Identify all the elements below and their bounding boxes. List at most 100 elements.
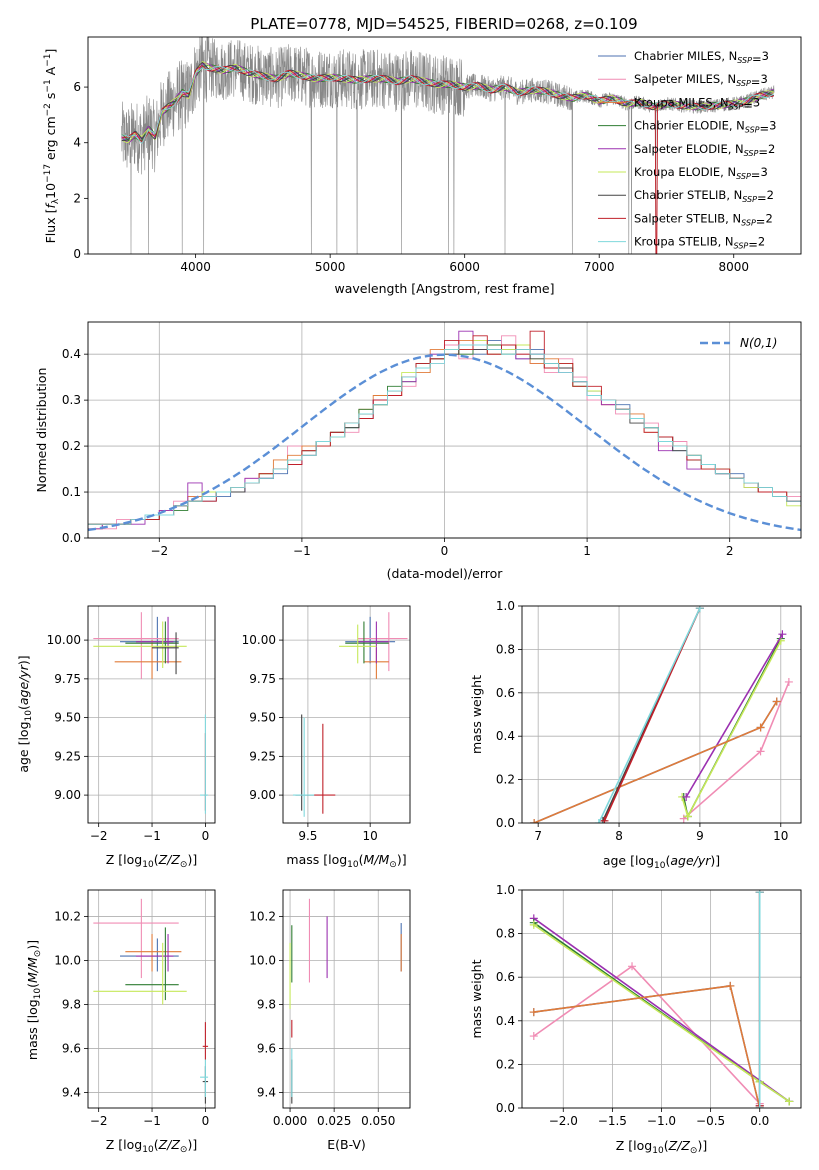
y-tick-label: 1.0 [496,883,515,897]
plot-area-mass_age [292,612,408,817]
axes-frame [521,605,802,824]
legend-nssp-subscript: SSP [734,242,749,251]
label-part: ⊙ [180,860,188,870]
histogram-kr_miles [88,339,801,530]
label-part: ⊙ [180,1145,188,1155]
weight-line-kr_elodie [681,640,782,819]
legend-n-prefix: , N [729,119,745,133]
y-tick-label: 0.0 [62,531,81,545]
legend-entry-ch_elodie: Chabrier ELODIE, NSSP=3 [634,119,776,136]
x-tick-label: 5000 [315,260,346,274]
label-part: erg cm [43,116,58,164]
axes-z_weight: −2.0 −1.5 −1.0 −0.5 0.0 0.0 0.2 0.4 0.6 0.8 1.0 Z [… [469,883,802,1156]
label-part: )] [187,1137,197,1152]
label-part: Z/Z [158,1137,181,1152]
legend-entry-sa_stelib: Salpeter STELIB, NSSP=2 [634,211,773,228]
y-tick-label: 0.0 [496,816,515,830]
x-axis-label: Z [log10(Z/Z⊙)] [106,1137,197,1155]
plot-area-z_mass [93,898,209,1104]
x-axis-label: (data-model)/error [387,566,504,581]
y-axis-label: age [log10(age/yr)] [16,655,34,772]
weight-marker-kr_stelib [755,1104,764,1108]
legend-entry-ch_miles: Chabrier MILES, NSSP=3 [634,49,769,66]
axes-frame [521,889,802,1109]
plot-area-residuals [88,330,801,532]
legend-n-prefix: , N [726,188,742,202]
x-tick-label: 8000 [718,260,749,274]
weight-marker-kr_stelib [755,890,764,897]
y-tick-label: 9.25 [249,749,276,763]
label-part: ( [665,853,670,868]
y-tick-label: 9.6 [62,1042,81,1056]
label-part: s [43,93,58,104]
weight-marker-kr_miles [530,819,539,823]
histogram-sa_elodie [88,330,801,530]
axes-frame [87,321,802,539]
y-tick-label: 9.8 [257,998,276,1012]
label-part: M/M [25,957,40,983]
weight-marker-kr_stelib [594,819,603,823]
model-line-kr_stelib [121,65,775,145]
axes-residuals: −2 −1 0 1 2 0.0 0.1 0.2 0.3 0.4 N(0,1) (data-model)… [34,321,802,581]
label-part: )] [187,852,197,867]
legend-entry-kr_stelib: Kroupa STELIB, NSSP=2 [634,235,765,252]
y-tick-label: 9.00 [54,788,81,802]
label-part: mass [log [286,852,347,867]
legend-nssp-value: 2 [758,235,765,249]
label-part: −2 [43,103,53,116]
histogram-kr_stelib [88,344,801,525]
histogram-sa_miles [88,335,801,530]
weight-line-sa_miles [683,681,790,820]
legend-eq: = [748,238,758,252]
model-line-sa_stelib [121,65,774,254]
legend-nssp-value: 3 [760,72,767,86]
label-part: M/M [364,852,390,867]
legend-nssp-subscript: SSP [741,218,756,227]
y-tick-label: 9.6 [257,1042,276,1056]
legend-series-name: Salpeter STELIB [634,211,725,225]
y-tick-label: 0.8 [496,642,515,656]
weight-line-sa_elodie [533,917,790,1103]
weight-marker-sa_stelib [600,816,609,823]
y-tick-label: 10.0 [249,953,276,967]
x-axis-label: E(B-V) [327,1137,366,1152]
axes-ebv_mass: 0.000 0.025 0.050 9.4 9.6 9.8 10.0 10.2 E(B-V) [249,889,411,1152]
label-part: )] [397,852,407,867]
x-tick-label: 7 [534,829,542,843]
weight-marker-sa_miles [679,814,688,823]
label-part: 10 [24,710,34,722]
weight-marker-kr_miles [756,723,765,732]
x-tick-label: −1.5 [598,1114,627,1128]
y-axis-label: mass weight [469,959,484,1038]
axes-spectrum: 4000 5000 6000 7000 8000 0 2 4 6 Flux [fλ10−17 er… [43,36,802,296]
label-part: )] [697,1138,707,1153]
label-part: ( [154,1137,159,1152]
legend-nssp-subscript: SSP [737,56,752,65]
weight-marker-sa_elodie [682,792,691,801]
plot-area-ebv_mass [289,898,402,1104]
y-tick-label: 9.00 [249,788,276,802]
histogram-sa_stelib [88,330,801,525]
label-part: f [43,203,58,209]
x-tick-label: 6000 [449,260,480,274]
legend-normal-label: N(0,1) [740,336,777,350]
label-part: −1 [43,79,53,92]
label-part: ( [25,983,40,988]
x-tick-label: 10 [363,829,378,843]
x-tick-label: −1 [293,544,311,558]
label-part: 10 [43,183,58,199]
legend-nssp-subscript: SSP [742,195,757,204]
axes-frame [282,889,411,1109]
legend-n-prefix: , N [713,95,729,109]
x-tick-label: −1 [143,1114,161,1128]
y-tick-label: 10.0 [54,953,81,967]
y-tick-label: 0.1 [62,485,81,499]
label-part: )] [16,655,31,665]
x-tick-label: −2 [90,1114,108,1128]
weight-marker-sa_miles [529,1032,538,1041]
y-tick-label: 9.75 [54,672,81,686]
weight-line-sa_elodie [685,633,784,798]
